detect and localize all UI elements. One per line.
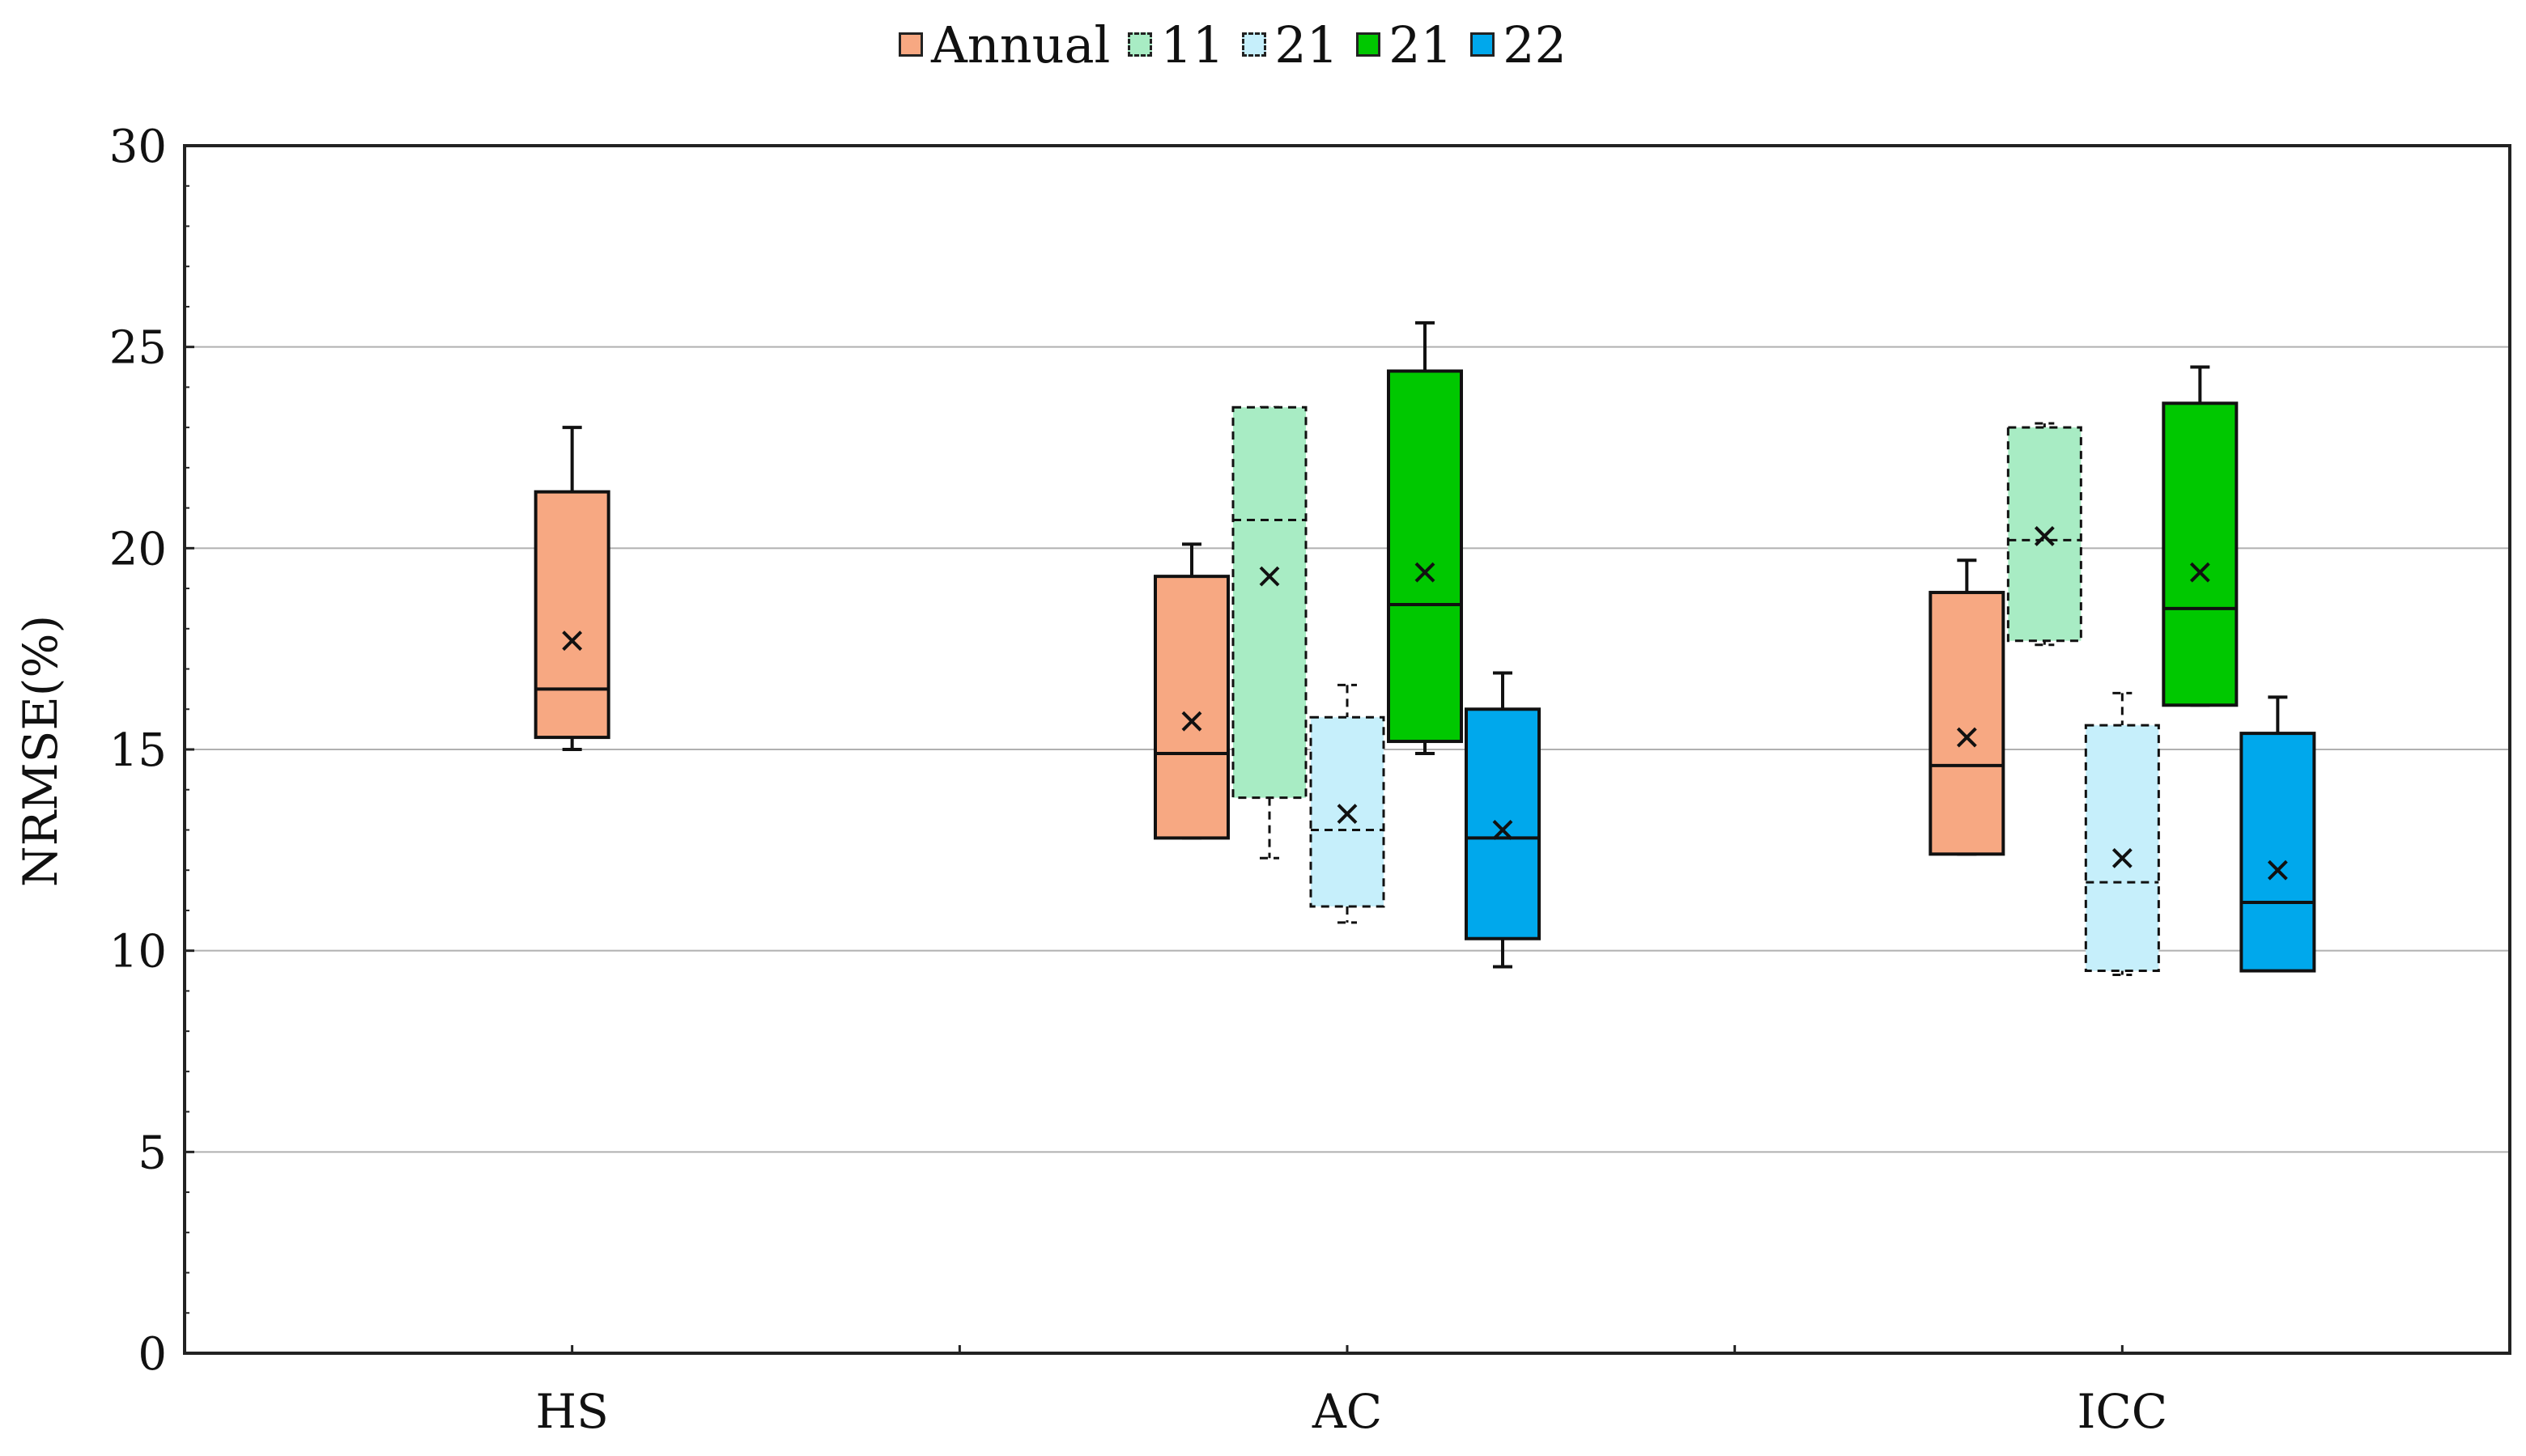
y-tick-label: 0 <box>138 1328 167 1381</box>
mean-marker <box>1414 562 1435 583</box>
legend-item-21-light: 21 <box>1242 15 1338 74</box>
legend-label-11: 11 <box>1160 15 1225 74</box>
y-tick-label: 15 <box>109 724 167 777</box>
box-body <box>2162 401 2239 707</box>
legend: Annual 11 21 21 22 <box>899 8 1580 81</box>
box-body <box>1929 591 2005 856</box>
mean-marker <box>1181 711 1202 732</box>
y-tick-label: 20 <box>109 523 167 575</box>
box-icc-series-4 <box>2239 695 2316 973</box>
box-hs-series-0 <box>534 426 610 751</box>
legend-swatch-annual <box>899 32 923 57</box>
y-tick-label: 10 <box>109 926 167 978</box>
legend-item-11: 11 <box>1128 15 1224 74</box>
box-ac-series-3 <box>1387 320 1463 755</box>
legend-swatch-22 <box>1470 32 1495 57</box>
box-series <box>534 320 2316 977</box>
box-ac-series-4 <box>1465 671 1541 969</box>
legend-label-21-green: 21 <box>1388 15 1453 74</box>
mean-marker <box>1259 566 1280 587</box>
legend-item-22: 22 <box>1470 15 1567 74</box>
mean-marker <box>2267 860 2288 881</box>
box-ac-series-1 <box>1231 405 1308 860</box>
box-body <box>1387 369 1463 744</box>
x-tick-label: ICC <box>2077 1384 2167 1439</box>
box-body <box>2084 724 2160 973</box>
x-tick-label: HS <box>536 1384 609 1439</box>
y-tick-label: 30 <box>109 121 167 173</box>
legend-swatch-21-light <box>1242 32 1267 57</box>
legend-label-21-light: 21 <box>1274 15 1339 74</box>
legend-item-annual: Annual <box>899 15 1110 74</box>
box-ac-series-2 <box>1309 683 1385 924</box>
legend-label-annual: Annual <box>931 15 1111 74</box>
box-body <box>1465 707 1541 940</box>
y-tick-label: 5 <box>138 1127 167 1179</box>
y-tick-label: 25 <box>109 322 167 375</box>
mean-marker <box>1492 820 1513 840</box>
box-body <box>534 490 610 740</box>
legend-item-21-green: 21 <box>1356 15 1452 74</box>
box-icc-series-0 <box>1929 558 2005 856</box>
box-icc-series-1 <box>2006 422 2082 647</box>
box-body <box>2239 732 2316 973</box>
mean-marker <box>2189 562 2210 583</box>
box-ac-series-0 <box>1154 542 1230 840</box>
legend-swatch-21-green <box>1356 32 1381 57</box>
legend-swatch-11 <box>1128 32 1153 57</box>
mean-marker <box>1956 727 1977 748</box>
mean-marker <box>1337 804 1358 824</box>
y-axis-label: NRMSE(%) <box>13 615 68 887</box>
legend-label-22: 22 <box>1503 15 1567 74</box>
box-icc-series-3 <box>2162 365 2239 707</box>
box-body <box>1231 405 1308 800</box>
mean-marker <box>2111 847 2133 868</box>
mean-marker <box>562 630 583 652</box>
box-body <box>1154 575 1230 840</box>
x-tick-label: AC <box>1312 1384 1382 1439</box>
axes: 0 5 10 15 20 25 30 HS AC ICC <box>109 121 2511 1439</box>
mean-marker <box>2034 525 2055 546</box>
box-icc-series-2 <box>2084 691 2160 977</box>
